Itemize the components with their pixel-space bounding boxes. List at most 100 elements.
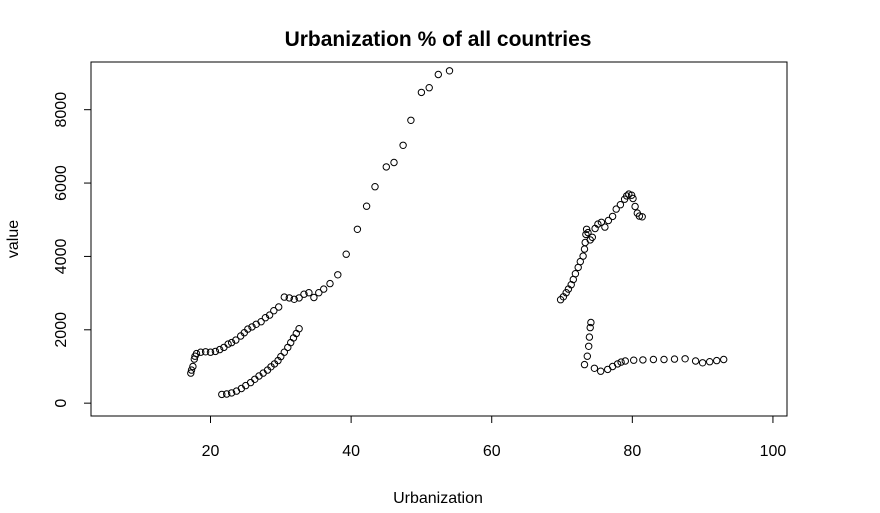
plot-frame xyxy=(90,61,788,417)
data-point xyxy=(305,289,313,297)
data-point xyxy=(382,163,390,171)
x-tick-label: 80 xyxy=(623,443,641,460)
data-point xyxy=(713,356,721,365)
data-point xyxy=(627,191,636,199)
data-point xyxy=(224,340,232,348)
data-point xyxy=(571,270,580,278)
data-point xyxy=(371,183,379,191)
data-point xyxy=(211,347,220,356)
data-point xyxy=(594,220,602,228)
data-point xyxy=(587,318,595,327)
data-point xyxy=(580,245,589,253)
data-point xyxy=(192,349,201,358)
x-tick-label: 40 xyxy=(342,443,360,460)
x-tick-label: 60 xyxy=(483,443,501,460)
y-tick-label: 4000 xyxy=(53,239,70,275)
data-point xyxy=(232,336,240,344)
data-point xyxy=(295,294,303,302)
data-point xyxy=(342,250,350,258)
y-tick-label: 8000 xyxy=(53,92,70,128)
data-point xyxy=(362,202,371,210)
data-point xyxy=(244,325,252,333)
y-tick-label: 6000 xyxy=(53,165,70,201)
data-point xyxy=(270,307,278,315)
data-point xyxy=(616,201,625,209)
data-point xyxy=(417,88,426,97)
data-points xyxy=(187,67,728,399)
x-tick-label: 100 xyxy=(760,443,787,460)
data-point xyxy=(691,357,700,365)
data-point xyxy=(300,290,308,298)
data-point xyxy=(590,364,599,372)
data-point xyxy=(290,295,298,303)
data-point xyxy=(445,67,454,75)
data-point xyxy=(623,192,631,200)
data-point xyxy=(320,285,328,293)
y-tick-label: 2000 xyxy=(53,312,70,348)
data-point xyxy=(580,360,589,369)
data-point xyxy=(285,294,293,302)
data-point xyxy=(601,223,609,231)
data-point xyxy=(399,141,407,150)
data-point xyxy=(582,225,591,234)
data-point xyxy=(197,348,205,356)
data-point xyxy=(586,323,594,332)
data-point xyxy=(434,70,442,79)
chart-title: Urbanization % of all countries xyxy=(285,28,592,51)
data-point xyxy=(617,358,625,366)
data-point xyxy=(187,369,195,377)
data-point xyxy=(353,225,362,234)
data-point xyxy=(629,194,637,203)
data-point xyxy=(407,116,415,125)
data-point xyxy=(597,367,605,375)
data-point xyxy=(315,289,323,297)
data-point xyxy=(681,355,689,363)
data-point xyxy=(223,390,231,398)
data-point xyxy=(201,348,210,356)
data-point xyxy=(583,352,591,360)
data-point xyxy=(612,205,620,213)
data-point xyxy=(227,338,236,347)
data-point xyxy=(604,216,613,225)
data-point xyxy=(280,293,288,301)
data-point xyxy=(295,325,303,333)
data-point xyxy=(660,355,668,364)
data-point xyxy=(187,366,196,374)
y-axis: 0 2000 4000 6000 8000 xyxy=(53,92,92,408)
y-tick-label: 0 xyxy=(53,399,70,408)
data-point xyxy=(246,378,255,387)
data-point xyxy=(585,342,593,350)
data-point xyxy=(189,362,197,371)
data-point xyxy=(579,252,587,260)
data-point xyxy=(608,212,617,221)
data-point xyxy=(639,356,647,364)
data-point xyxy=(218,390,226,399)
data-point xyxy=(582,230,590,239)
data-point xyxy=(206,348,215,356)
data-point xyxy=(706,358,714,366)
data-point xyxy=(638,213,646,221)
data-point xyxy=(621,357,629,365)
data-point xyxy=(585,333,594,341)
data-point xyxy=(280,348,288,356)
data-point xyxy=(670,355,679,363)
data-point xyxy=(287,338,295,347)
data-point xyxy=(265,311,274,319)
data-point xyxy=(326,279,334,288)
data-point xyxy=(720,355,728,364)
data-point xyxy=(310,293,318,302)
data-point xyxy=(630,356,638,364)
data-point xyxy=(390,158,398,167)
data-point xyxy=(284,343,292,352)
data-point xyxy=(698,359,707,367)
data-point xyxy=(649,355,658,364)
data-point xyxy=(216,345,224,354)
data-point xyxy=(597,218,606,227)
data-point xyxy=(588,233,596,242)
data-point xyxy=(275,303,283,311)
data-point xyxy=(613,360,622,368)
x-axis-label: Urbanization xyxy=(393,490,483,507)
data-point xyxy=(584,228,592,237)
data-point xyxy=(251,375,259,383)
